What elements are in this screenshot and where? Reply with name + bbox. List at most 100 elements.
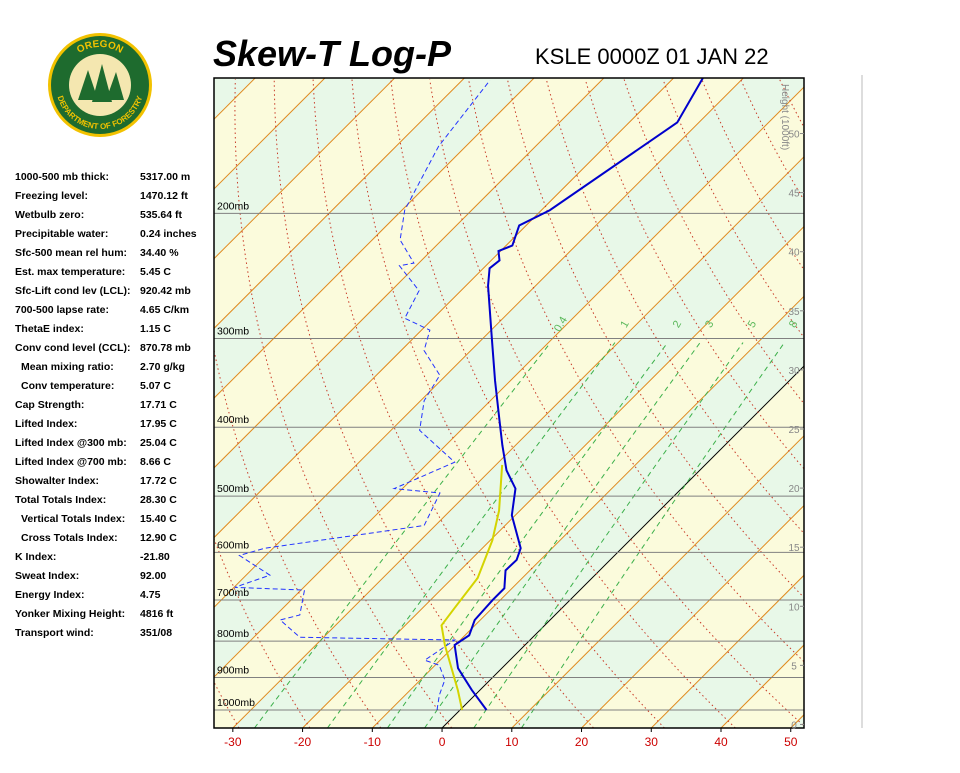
stat-value: 920.42 mb: [140, 285, 191, 297]
stat-label: Conv cond level (CCL):: [15, 342, 131, 354]
mixing-ratio-line: [473, 342, 744, 728]
subtitle: KSLE 0000Z 01 JAN 22: [535, 44, 769, 69]
y2-tick-label: 35: [788, 307, 800, 318]
axes: 1000mb 900mb 800mb 700mb 600mb 500mb 400mb 300m…: [217, 84, 804, 749]
profile-line: [234, 80, 491, 711]
stat-value: 92.00: [140, 570, 166, 582]
stat-value: 1470.12 ft: [140, 190, 188, 202]
y-tick-label: 1000mb: [217, 697, 255, 709]
stat-label: Sweat Index:: [15, 570, 79, 582]
logo-trees: [78, 64, 124, 102]
y2-tick-label: 20: [788, 484, 800, 495]
x-tick-label: -10: [364, 735, 382, 749]
isotherm: [214, 78, 674, 539]
isotherm: [511, 435, 804, 728]
stat-value: -21.80: [140, 551, 170, 563]
dry-adiabat: [779, 79, 804, 129]
isotherm: [790, 714, 804, 728]
x-tick-label: 20: [575, 735, 589, 749]
stat-value: 17.72 C: [140, 475, 177, 487]
temperature-band: [860, 78, 960, 728]
stat-value: 2.70 g/kg: [140, 361, 185, 373]
stat-value: 0.24 inches: [140, 228, 197, 240]
dry-adiabat: [234, 79, 453, 728]
mixing-ratio-label: 3: [703, 319, 716, 330]
stat-label: ThetaE index:: [15, 323, 84, 335]
isotherm: [371, 295, 804, 728]
stat-value: 870.78 mb: [140, 342, 191, 354]
stat-value: 5317.00 m: [140, 171, 190, 183]
dry-adiabat: [468, 79, 804, 663]
stat-label: Lifted Index @700 mb:: [15, 456, 127, 468]
y2-tick-label: 10: [788, 602, 800, 613]
stat-value: 17.71 C: [140, 399, 177, 411]
stat-label: Cap Strength:: [15, 399, 84, 411]
y-tick-label: 400mb: [217, 414, 249, 426]
y2-tick-label: 40: [788, 248, 800, 259]
mixing-ratio-label: 8: [787, 319, 800, 330]
stat-value: 8.66 C: [140, 456, 171, 468]
y2-tick-label: 50: [788, 130, 800, 141]
mixing-ratio-label: 5: [746, 319, 759, 330]
stat-value: 535.64 ft: [140, 209, 183, 221]
dry-adiabat: [390, 79, 736, 728]
stat-value: 5.45 C: [140, 266, 171, 278]
mixing-ratio-line: [327, 342, 616, 728]
stat-value: 15.40 C: [140, 513, 177, 525]
dry-adiabat: [312, 79, 594, 728]
stat-label: Conv temperature:: [21, 380, 114, 392]
dry-adiabat: [273, 79, 524, 728]
mixing-ratio-line: [521, 342, 785, 728]
dry-adiabat: [429, 79, 804, 727]
dry-adiabat: [214, 347, 382, 728]
stat-label: Sfc-500 mean rel hum:: [15, 247, 127, 259]
isotherm: [214, 78, 535, 399]
dry-adiabat: [857, 79, 960, 728]
y-tick-label: 600mb: [217, 539, 249, 551]
y2-tick-label: 25: [788, 425, 800, 436]
isotherm: [214, 78, 744, 609]
stat-label: Freezing level:: [15, 190, 88, 202]
logo-top-text: OREGON: [75, 39, 125, 56]
stat-label: Sfc-Lift cond lev (LCL):: [15, 285, 131, 297]
stat-label: Cross Totals Index:: [21, 532, 118, 544]
stat-label: Energy Index:: [15, 589, 84, 601]
plot-frame: [213, 77, 805, 729]
stat-value: 4816 ft: [140, 608, 174, 620]
temperature-band: [214, 78, 804, 678]
profile-line: [440, 464, 504, 711]
stat-value: 5.07 C: [140, 380, 171, 392]
isotherm: [302, 225, 804, 728]
stat-value: 4.65 C/km: [140, 304, 189, 316]
dry-adiabat: [351, 79, 665, 728]
y-tick-label: 300mb: [217, 325, 249, 337]
stat-value: 1.15 C: [140, 323, 171, 335]
y-tick-label: 700mb: [217, 587, 249, 599]
isotherm: [650, 574, 804, 728]
dry-adiabat: [896, 79, 960, 728]
temperature-band: [214, 87, 804, 728]
x-tick-label: -20: [294, 735, 312, 749]
y2-axis-title: Height (1000ft): [779, 84, 790, 150]
stat-value: 4.75: [140, 589, 161, 601]
y-tick-label: 500mb: [217, 483, 249, 495]
stat-value: 25.04 C: [140, 437, 177, 449]
stat-label: Precipitable water:: [15, 228, 108, 240]
stat-label: Lifted Index:: [15, 418, 77, 430]
y-tick-label: 900mb: [217, 665, 249, 677]
x-tick-label: 10: [505, 735, 519, 749]
x-tick-label: 30: [645, 735, 659, 749]
stat-label: Lifted Index @300 mb:: [15, 437, 127, 449]
isotherm: [214, 86, 804, 678]
stat-label: 1000-500 mb thick:: [15, 171, 109, 183]
logo-text: OREGON: [75, 39, 125, 56]
profile-line: [453, 78, 704, 711]
mixing-ratio-label: 2: [671, 319, 684, 330]
stat-value: 17.95 C: [140, 418, 177, 430]
isotherm: [441, 365, 804, 728]
temperature-band: [790, 714, 804, 728]
stat-label: Showalter Index:: [15, 475, 99, 487]
stat-label: Wetbulb zero:: [15, 209, 84, 221]
